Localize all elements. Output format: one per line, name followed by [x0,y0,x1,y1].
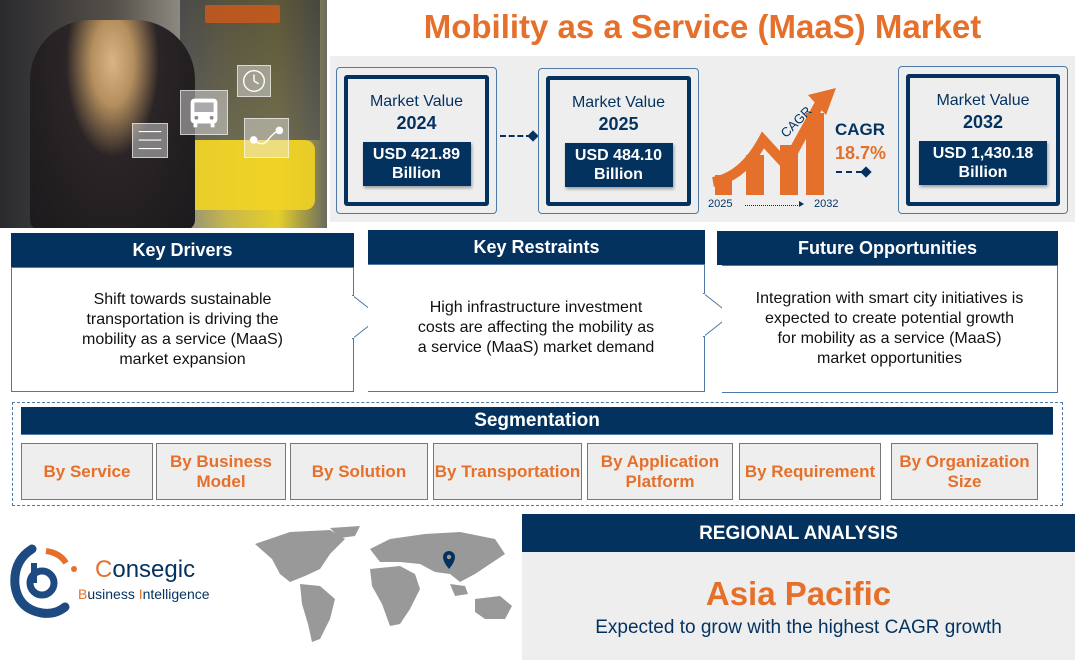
market-value-year: 2032 [962,112,1004,132]
segment-by-transportation: By Transportation [433,443,582,500]
cagr-axis-arrow [745,205,800,206]
cagr-value: 18.7% [835,143,887,163]
regional-analysis-heading: REGIONAL ANALYSIS [522,514,1075,552]
consegic-logo-icon [10,544,77,618]
segment-by-application-platform: By Application Platform [587,443,733,500]
tagline-b: B [78,586,88,602]
key-drivers-heading: Key Drivers [11,233,354,267]
segment-by-service: By Service [21,443,153,500]
future-opportunities-body: Integration with smart city initiatives … [722,265,1058,393]
market-value-year: 2025 [598,114,639,134]
market-value-year: 2024 [396,113,437,133]
cagr-end-year: 2032 [814,198,839,210]
logo-wordmark: Consegic [95,556,195,584]
segment-by-business-model: By Business Model [156,443,286,500]
clock-icon [237,65,271,97]
future-opportunities-text: Integration with smart city initiatives … [755,290,1024,367]
cagr-start-year: 2025 [708,198,733,210]
future-opportunities-heading: Future Opportunities [717,231,1058,265]
cagr-growth-chart-icon: CAGR [711,88,836,195]
value-line-1: USD 484.10 [574,147,663,164]
schedule-icon [132,123,168,158]
market-value-amount: USD 1,430.18 Billion [919,141,1047,185]
location-pin-icon [443,551,455,569]
dashed-connector [836,171,862,173]
key-drivers-body: Shift towards sustainable transportation… [11,267,354,392]
region-name: Asia Pacific [705,575,892,612]
page-title: Mobility as a Service (MaaS) Market [423,8,982,45]
value-line-1: USD 421.89 [372,146,461,163]
hero-photo [0,0,327,228]
tram-destination-sign [205,5,280,23]
market-value-label: Market Value [936,92,1030,109]
segment-by-organization-size: By Organization Size [891,443,1038,500]
key-restraints-text: High infrastructure investment costs are… [417,299,655,356]
segment-by-requirement: By Requirement [739,443,881,500]
market-value-card-2024: Market Value 2024 USD 421.89 Billion [336,67,497,214]
value-line-2: Billion [594,166,643,183]
market-value-card-2025: Market Value 2025 USD 484.10 Billion [538,68,699,214]
bus-icon [180,90,228,135]
market-value-card-2032: Market Value 2032 USD 1,430.18 Billion [898,66,1068,214]
region-description: Expected to grow with the highest CAGR g… [595,617,1002,638]
market-value-amount: USD 484.10 Billion [564,143,673,187]
regional-analysis-body [522,552,1075,660]
logo-initial: C [95,556,113,583]
market-value-amount: USD 421.89 Billion [362,142,471,186]
dashed-connector [500,135,532,137]
key-drivers-text: Shift towards sustainable transportation… [82,290,283,368]
market-value-label: Market Value [571,94,666,111]
logo-rest: onsegic [112,556,196,583]
key-restraints-heading: Key Restraints [368,230,705,264]
logo-tagline: Business Intelligence [78,586,210,602]
cagr-title: CAGR [835,120,886,139]
pointer-arrow-icon [703,293,732,338]
woman-with-phone [30,20,195,228]
route-a-to-b-icon [244,118,289,158]
tagline-intelligence: ntelligence [142,586,210,602]
market-value-label: Market Value [369,93,464,110]
world-map-icon [255,526,512,642]
pointer-arrow-icon [352,295,381,340]
arrow-head-icon [799,201,804,207]
segmentation-frame [12,402,1063,506]
segment-by-solution: By Solution [290,443,428,500]
tagline-business: usiness [87,586,139,602]
tagline-i: I [138,586,143,602]
value-line-2: Billion [392,165,441,182]
value-line-1: USD 1,430.18 [932,145,1034,162]
segmentation-heading: Segmentation [21,407,1053,435]
key-restraints-body: High infrastructure investment costs are… [368,264,705,392]
value-line-2: Billion [958,164,1008,181]
